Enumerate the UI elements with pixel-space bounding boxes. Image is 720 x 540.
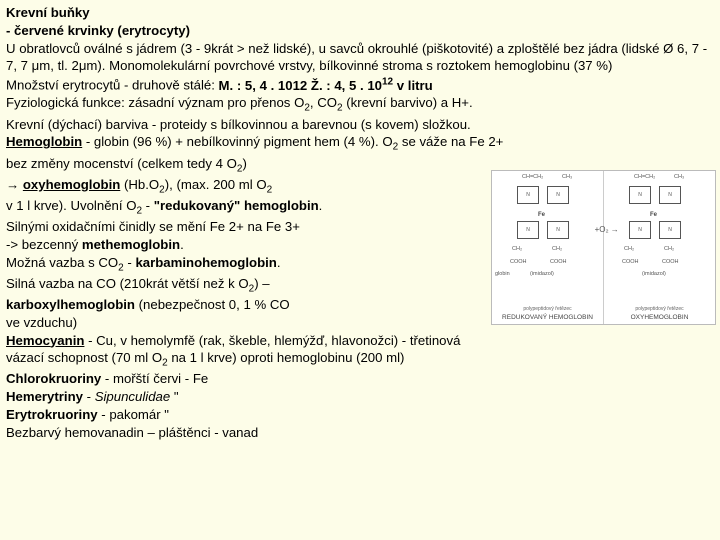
para-7: → oxyhemoglobin (Hb.O2), (max. 200 ml O2	[6, 176, 714, 197]
para-15: Hemocyanin - Cu, v hemolymfě (rak, škebl…	[6, 332, 714, 350]
subtitle: - červené krvinky (erytrocyty)	[6, 22, 714, 40]
para-12: Silná vazba na CO (210krát větší než k O…	[6, 275, 714, 296]
para-1: U obratlovců oválné s jádrem (3 - 9krát …	[6, 40, 714, 76]
para-5: Hemoglobin - globin (96 %) + nebílkovinn…	[6, 133, 714, 154]
para-10: -> bezcenný methemoglobin.	[6, 236, 714, 254]
document-body: Krevní buňky - červené krvinky (erytrocy…	[6, 4, 714, 442]
para-20: Bezbarvý hemovanadin – pláštěnci - vanad	[6, 424, 714, 442]
para-19: Erytrokruoriny - pakomár "	[6, 406, 714, 424]
para-18: Hemerytriny - Sipunculidae "	[6, 388, 714, 406]
title: Krevní buňky	[6, 4, 714, 22]
para-16: vázací schopnost (70 ml O2 na 1 l krve) …	[6, 349, 714, 370]
para-14: ve vzduchu)	[6, 314, 714, 332]
para-13: karboxylhemoglobin (nebezpečnost 0, 1 % …	[6, 296, 714, 314]
para-11: Možná vazba s CO2 - karbaminohemoglobin.	[6, 254, 714, 275]
para-17: Chlorokruoriny - mořští červi - Fe	[6, 370, 714, 388]
para-8: v 1 l krve). Uvolnění O2 - "redukovaný" …	[6, 197, 714, 218]
para-2: Množství erytrocytů - druhově stálé: M. …	[6, 75, 714, 94]
para-4: Krevní (dýchací) barviva - proteidy s bí…	[6, 116, 714, 134]
para-6: bez změny mocenství (celkem tedy 4 O2)	[6, 155, 714, 176]
para-9: Silnými oxidačními činidly se mění Fe 2+…	[6, 218, 714, 236]
para-3: Fyziologická funkce: zásadní význam pro …	[6, 94, 714, 115]
